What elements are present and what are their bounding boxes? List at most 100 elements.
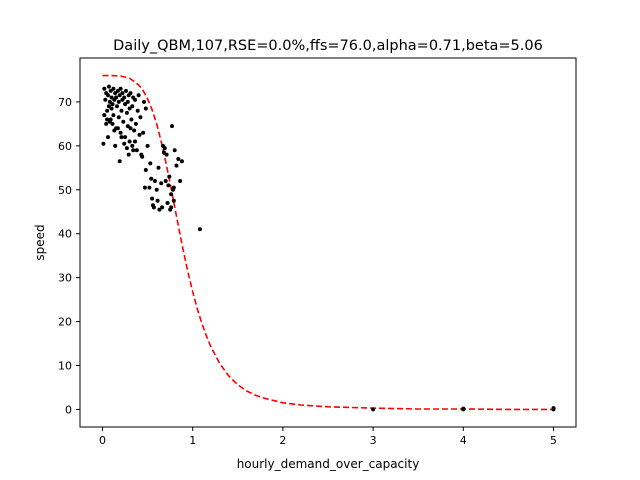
data-point — [135, 108, 140, 113]
data-point — [110, 102, 115, 107]
data-point — [109, 95, 114, 100]
data-point — [127, 106, 132, 111]
data-point — [117, 159, 122, 164]
data-point — [102, 86, 107, 91]
x-tick-label: 3 — [370, 434, 377, 447]
x-axis-label: hourly_demand_over_capacity — [237, 457, 420, 471]
data-point — [145, 143, 150, 148]
fit-curve-layer — [102, 74, 554, 411]
data-point — [161, 150, 166, 155]
data-point — [371, 407, 376, 412]
data-point — [160, 205, 165, 210]
data-point — [108, 117, 113, 122]
y-tick-label: 30 — [58, 272, 72, 285]
data-point — [102, 113, 107, 118]
data-point — [169, 192, 174, 197]
data-point — [130, 143, 135, 148]
data-point — [166, 183, 171, 188]
data-point — [119, 135, 124, 140]
data-point — [128, 91, 133, 96]
data-point — [179, 159, 184, 164]
data-point — [133, 139, 137, 144]
data-point — [148, 161, 153, 166]
data-point — [111, 86, 116, 91]
data-point — [551, 406, 556, 411]
data-point — [171, 198, 176, 203]
y-tick-label: 20 — [58, 316, 72, 329]
data-point — [122, 141, 127, 146]
data-point — [131, 148, 136, 153]
data-point — [124, 88, 128, 93]
data-point — [104, 121, 109, 126]
data-point — [132, 128, 137, 133]
data-point — [134, 148, 139, 153]
data-point — [118, 130, 123, 135]
y-tick-label: 70 — [58, 96, 72, 109]
data-point — [128, 126, 133, 131]
data-point — [124, 146, 129, 151]
y-axis-label: speed — [33, 224, 47, 260]
data-point — [118, 86, 123, 91]
data-point — [115, 126, 120, 131]
data-point — [115, 88, 120, 93]
data-point — [110, 121, 115, 126]
data-point — [133, 97, 137, 102]
data-point — [105, 117, 110, 122]
data-point — [152, 179, 157, 183]
y-tick-label: 60 — [58, 140, 72, 153]
data-point — [112, 128, 117, 133]
data-point — [106, 93, 110, 98]
data-point — [126, 152, 131, 157]
data-point — [119, 108, 124, 113]
fit-curve-line — [102, 74, 554, 411]
data-point — [165, 201, 170, 205]
data-point — [155, 198, 160, 203]
data-point — [125, 99, 130, 104]
data-point — [176, 157, 181, 161]
y-tick-label: 50 — [58, 184, 72, 197]
data-point — [113, 143, 118, 148]
data-point — [103, 97, 108, 102]
data-point — [142, 185, 147, 190]
y-tick-label: 40 — [58, 228, 72, 241]
scatter-points — [101, 84, 556, 412]
data-point — [161, 143, 165, 148]
data-point — [136, 93, 141, 98]
data-point — [142, 99, 146, 104]
x-tick-label: 4 — [460, 434, 467, 447]
data-point — [108, 88, 113, 93]
data-point — [178, 179, 183, 183]
data-point — [123, 102, 128, 107]
data-point — [461, 406, 466, 411]
data-point — [133, 121, 138, 126]
data-point — [116, 99, 121, 104]
data-point — [117, 93, 122, 98]
data-point — [163, 179, 168, 183]
data-point — [157, 207, 162, 212]
plot-frame — [79, 57, 577, 428]
data-point — [107, 99, 112, 104]
data-point — [141, 130, 146, 135]
data-point — [149, 176, 154, 181]
data-point — [169, 205, 174, 210]
x-tick-label: 5 — [550, 434, 557, 447]
data-point — [197, 227, 202, 232]
x-tick-label: 1 — [189, 434, 196, 447]
data-point — [122, 95, 127, 100]
data-point — [106, 104, 111, 109]
data-point — [121, 119, 126, 124]
data-point — [127, 139, 132, 144]
data-point — [124, 110, 129, 115]
data-point — [143, 168, 148, 172]
data-point — [106, 135, 110, 140]
data-point — [105, 108, 110, 113]
data-point — [106, 84, 111, 89]
data-point — [154, 187, 159, 192]
data-point — [164, 152, 169, 157]
y-tick-label: 10 — [58, 360, 72, 373]
data-point — [151, 203, 155, 208]
chart-title: Daily_QBM,107,RSE=0.0%,ffs=76.0,alpha=0.… — [113, 38, 543, 54]
y-axis: 0 10 20 30 40 50 60 70 — [58, 96, 80, 416]
data-point — [116, 115, 121, 120]
